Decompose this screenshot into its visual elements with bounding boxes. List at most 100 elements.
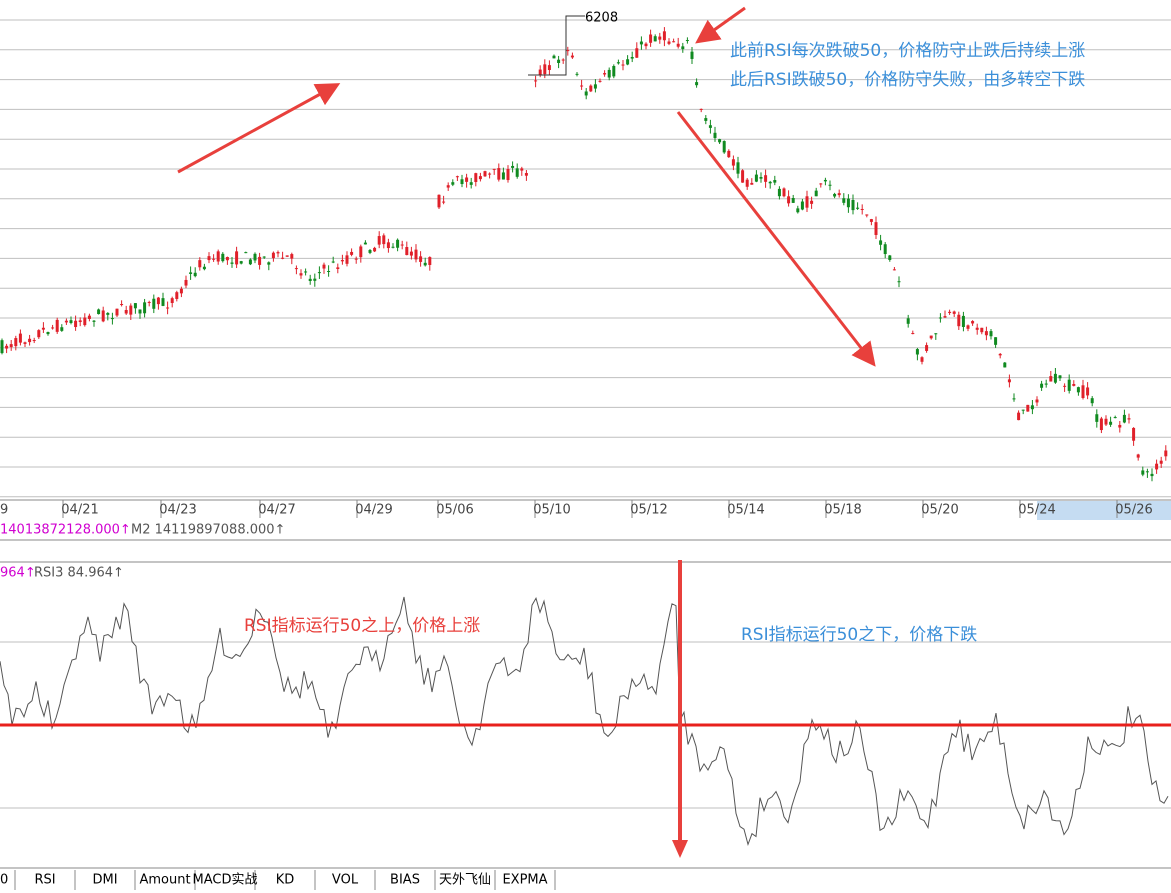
candle-body	[373, 247, 377, 252]
candle-body	[888, 255, 892, 260]
candle-body	[55, 319, 59, 332]
candle-body	[32, 340, 36, 342]
candle-body	[41, 327, 45, 330]
candle-body	[727, 150, 731, 158]
date-label: 05/20	[921, 503, 958, 518]
candle-body	[879, 240, 883, 245]
candle-body	[202, 266, 206, 270]
candle-body	[810, 200, 814, 204]
candle-body	[409, 251, 413, 256]
candle-body	[110, 318, 114, 320]
tab[interactable]: 0	[0, 873, 8, 888]
candle-body	[179, 288, 183, 294]
candle-body	[451, 182, 455, 185]
candle-body	[143, 302, 147, 314]
arrow	[695, 6, 746, 44]
tab[interactable]: 天外飞仙	[439, 873, 491, 888]
candle-body	[598, 80, 602, 82]
tab[interactable]: Amount	[139, 873, 190, 888]
candle-body	[658, 36, 662, 40]
candle-body	[690, 51, 694, 59]
info-value: 14013872128.000↑	[0, 523, 131, 538]
candle-body	[1026, 404, 1030, 412]
candle-body	[989, 331, 993, 337]
candle-body	[1063, 385, 1067, 387]
candle-body	[290, 254, 294, 259]
candle-body	[1030, 405, 1034, 410]
candle-body	[534, 80, 538, 82]
candle-body	[87, 315, 91, 319]
candle-body	[538, 69, 542, 76]
candle-body	[543, 64, 547, 75]
candle-body	[101, 310, 105, 322]
candle-body	[1003, 362, 1007, 368]
candle-body	[207, 256, 211, 261]
candle-body	[754, 174, 758, 182]
candle-body	[189, 272, 193, 274]
candle-body	[501, 172, 505, 180]
candle-body	[883, 244, 887, 255]
candle-body	[336, 267, 340, 269]
candle-body	[9, 344, 13, 348]
candle-body	[51, 327, 55, 329]
candle-body	[672, 41, 676, 43]
candle-body	[561, 59, 565, 61]
candle-body	[524, 173, 528, 176]
tab[interactable]: RSI	[34, 873, 55, 888]
candle-body	[460, 179, 464, 185]
candle-body	[547, 65, 551, 71]
tab[interactable]: KD	[276, 873, 295, 888]
candle-body	[1155, 463, 1159, 470]
tab[interactable]: EXPMA	[502, 873, 547, 888]
candle-body	[934, 333, 938, 335]
candle-body	[276, 252, 280, 254]
candle-body	[386, 242, 390, 249]
tab[interactable]: VOL	[332, 873, 359, 888]
candle-body	[796, 208, 800, 213]
tab[interactable]: MACD实战	[193, 873, 258, 888]
candle-body	[865, 214, 869, 216]
candle-body	[423, 262, 427, 266]
candle-body	[363, 242, 367, 245]
candle-body	[851, 200, 855, 211]
rsi-value: 964↑	[0, 566, 36, 581]
candle-body	[304, 271, 308, 273]
date-label: 04/27	[258, 503, 295, 518]
candle-body	[520, 168, 524, 171]
candle-body	[244, 252, 248, 254]
candle-body	[626, 59, 630, 65]
candle-body	[1021, 409, 1025, 411]
candle-body	[322, 264, 326, 269]
candle-body	[552, 55, 556, 59]
candle-body	[980, 327, 984, 333]
candle-body	[681, 46, 685, 50]
candle-body	[354, 258, 358, 260]
annotation: RSI指标运行50之下，价格下跌	[741, 625, 977, 645]
candle-body	[299, 273, 303, 276]
candle-body	[1086, 387, 1090, 396]
candle-body	[998, 353, 1002, 356]
candle-body	[1136, 454, 1140, 458]
candle-body	[198, 260, 202, 268]
candle-body	[405, 247, 409, 256]
rsi-line	[0, 596, 1169, 847]
candles	[0, 27, 1168, 482]
candle-body	[1104, 418, 1108, 425]
candle-body	[584, 91, 588, 96]
candle-body	[704, 118, 708, 121]
axis-highlight	[1037, 501, 1171, 520]
candle-body	[1049, 376, 1053, 382]
candle-body	[37, 330, 41, 338]
candle-body	[193, 272, 197, 277]
candle-body	[0, 340, 4, 354]
tab[interactable]: BIAS	[390, 873, 420, 888]
tab[interactable]: DMI	[92, 873, 117, 888]
candle-body	[1122, 414, 1126, 423]
candle-body	[759, 177, 763, 179]
candle-body	[124, 309, 128, 314]
candle-body	[391, 246, 395, 248]
candle-body	[925, 345, 929, 351]
candle-body	[791, 198, 795, 203]
candle-body	[966, 325, 970, 329]
candle-body	[18, 333, 22, 343]
